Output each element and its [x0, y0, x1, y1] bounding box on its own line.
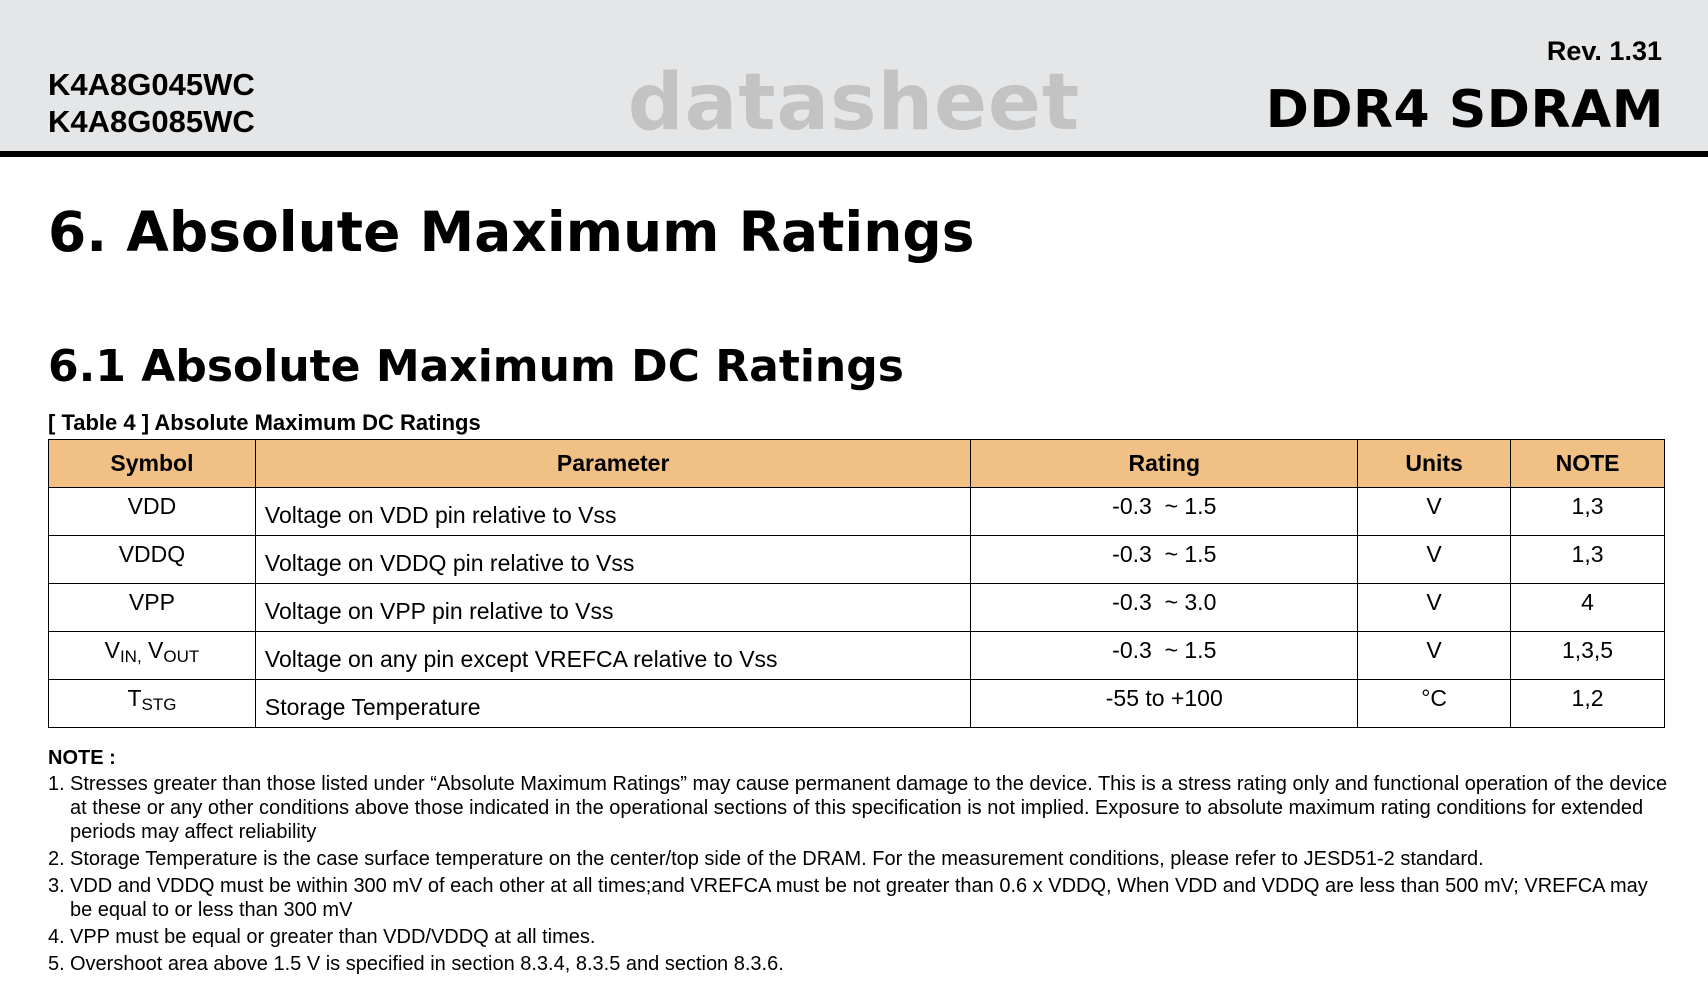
note-item: 5. Overshoot area above 1.5 V is specifi… [48, 952, 1668, 976]
note-text: Storage Temperature is the case surface … [70, 848, 1484, 870]
watermark: datasheet [627, 58, 1081, 148]
note-item: 4. VPP must be equal or greater than VDD… [48, 925, 1668, 949]
notes-title: NOTE : [48, 747, 116, 769]
table-row: VDDQ Voltage on VDDQ pin relative to Vss… [48, 535, 1665, 584]
note-text: Overshoot area above 1.5 V is specified … [70, 953, 784, 975]
cell-note: 1,3,5 [1510, 631, 1665, 680]
part-numbers: K4A8G045WC K4A8G085WC [48, 66, 255, 140]
symbol-main: T [127, 685, 142, 711]
table-row: VDD Voltage on VDD pin relative to Vss -… [48, 487, 1665, 536]
cell-rating: -0.3 ~ 3.0 [970, 583, 1359, 632]
product-title: DDR4 SDRAM [1265, 80, 1664, 140]
note-item: 3. VDD and VDDQ must be within 300 mV of… [48, 874, 1668, 922]
header-rating: Rating [970, 439, 1359, 488]
cell-parameter: Voltage on VPP pin relative to Vss [254, 583, 972, 632]
table-caption: [ Table 4 ] Absolute Maximum DC Ratings [48, 410, 481, 435]
cell-symbol: TSTG [48, 679, 256, 728]
table-row: VPP Voltage on VPP pin relative to Vss -… [48, 583, 1665, 632]
note-number: 4. [48, 926, 65, 948]
cell-parameter: Voltage on VDDQ pin relative to Vss [254, 535, 972, 584]
cell-note: 1,2 [1510, 679, 1665, 728]
symbol-main: V [104, 637, 120, 663]
revision-label: Rev. 1.31 [1546, 36, 1662, 66]
header-parameter: Parameter [254, 439, 972, 488]
note-text: VPP must be equal or greater than VDD/VD… [70, 926, 596, 948]
symbol-subscript: IN, [119, 647, 142, 666]
cell-parameter: Storage Temperature [254, 679, 972, 728]
table-row: TSTG Storage Temperature -55 to +100 °C … [48, 679, 1665, 728]
cell-note: 4 [1510, 583, 1665, 632]
cell-symbol: VPP [48, 583, 256, 632]
cell-rating: -0.3 ~ 1.5 [970, 631, 1359, 680]
note-item: 2. Storage Temperature is the case surfa… [48, 847, 1668, 871]
cell-units: °C [1357, 679, 1512, 728]
cell-rating: -55 to +100 [970, 679, 1359, 728]
part-number: K4A8G045WC [48, 67, 255, 102]
header-symbol: Symbol [48, 439, 256, 488]
header-units: Units [1357, 439, 1512, 488]
note-item: 1. Stresses greater than those listed un… [48, 772, 1668, 844]
cell-symbol: VIN, VOUT [48, 631, 256, 680]
page-header: K4A8G045WC K4A8G085WC datasheet Rev. 1.3… [0, 0, 1708, 157]
table-row: VIN, VOUT Voltage on any pin except VREF… [48, 631, 1665, 680]
cell-rating: -0.3 ~ 1.5 [970, 535, 1359, 584]
note-number: 2. [48, 848, 65, 870]
cell-note: 1,3 [1510, 487, 1665, 536]
cell-parameter: Voltage on any pin except VREFCA relativ… [254, 631, 972, 680]
cell-note: 1,3 [1510, 535, 1665, 584]
cell-parameter: Voltage on VDD pin relative to Vss [254, 487, 972, 536]
cell-units: V [1357, 583, 1512, 632]
symbol-main: V [141, 637, 164, 663]
header-note: NOTE [1510, 439, 1665, 488]
section-title: 6. Absolute Maximum Ratings [48, 200, 975, 264]
note-number: 5. [48, 953, 65, 975]
cell-units: V [1357, 631, 1512, 680]
cell-units: V [1357, 487, 1512, 536]
table-header-row: Symbol Parameter Rating Units NOTE [48, 439, 1665, 488]
cell-symbol: VDD [48, 487, 256, 536]
cell-rating: -0.3 ~ 1.5 [970, 487, 1359, 536]
ratings-table: Symbol Parameter Rating Units NOTE VDD V… [48, 439, 1665, 728]
subsection-title: 6.1 Absolute Maximum DC Ratings [48, 341, 904, 392]
note-text: Stresses greater than those listed under… [70, 773, 1668, 843]
cell-units: V [1357, 535, 1512, 584]
note-number: 3. [48, 875, 65, 897]
notes-section: NOTE : 1. Stresses greater than those li… [48, 746, 1668, 979]
part-number: K4A8G085WC [48, 104, 255, 139]
symbol-subscript: STG [141, 695, 177, 714]
symbol-subscript: OUT [163, 647, 200, 666]
cell-symbol: VDDQ [48, 535, 256, 584]
note-number: 1. [48, 773, 65, 795]
note-text: VDD and VDDQ must be within 300 mV of ea… [70, 875, 1648, 921]
